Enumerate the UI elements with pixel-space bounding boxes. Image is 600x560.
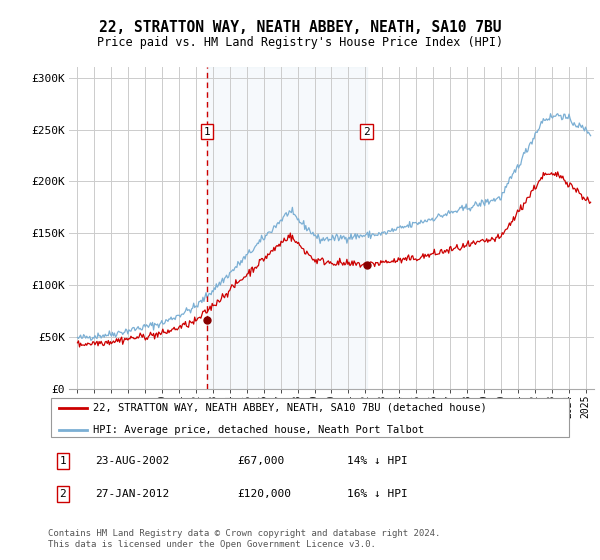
- Text: 22, STRATTON WAY, NEATH ABBEY, NEATH, SA10 7BU: 22, STRATTON WAY, NEATH ABBEY, NEATH, SA…: [99, 20, 501, 35]
- FancyBboxPatch shape: [50, 398, 569, 437]
- Text: 16% ↓ HPI: 16% ↓ HPI: [347, 489, 408, 499]
- Text: 14% ↓ HPI: 14% ↓ HPI: [347, 456, 408, 466]
- Text: Contains HM Land Registry data © Crown copyright and database right 2024.
This d: Contains HM Land Registry data © Crown c…: [48, 529, 440, 549]
- Text: HPI: Average price, detached house, Neath Port Talbot: HPI: Average price, detached house, Neat…: [92, 425, 424, 435]
- Text: 22, STRATTON WAY, NEATH ABBEY, NEATH, SA10 7BU (detached house): 22, STRATTON WAY, NEATH ABBEY, NEATH, SA…: [92, 403, 487, 413]
- Text: 27-JAN-2012: 27-JAN-2012: [95, 489, 170, 499]
- Text: 23-AUG-2002: 23-AUG-2002: [95, 456, 170, 466]
- Text: 1: 1: [203, 127, 210, 137]
- Text: Price paid vs. HM Land Registry's House Price Index (HPI): Price paid vs. HM Land Registry's House …: [97, 36, 503, 49]
- Text: 1: 1: [59, 456, 66, 466]
- Text: 2: 2: [59, 489, 66, 499]
- Text: £120,000: £120,000: [237, 489, 291, 499]
- Bar: [207, 67, 367, 389]
- Text: 2: 2: [363, 127, 370, 137]
- Text: £67,000: £67,000: [237, 456, 284, 466]
